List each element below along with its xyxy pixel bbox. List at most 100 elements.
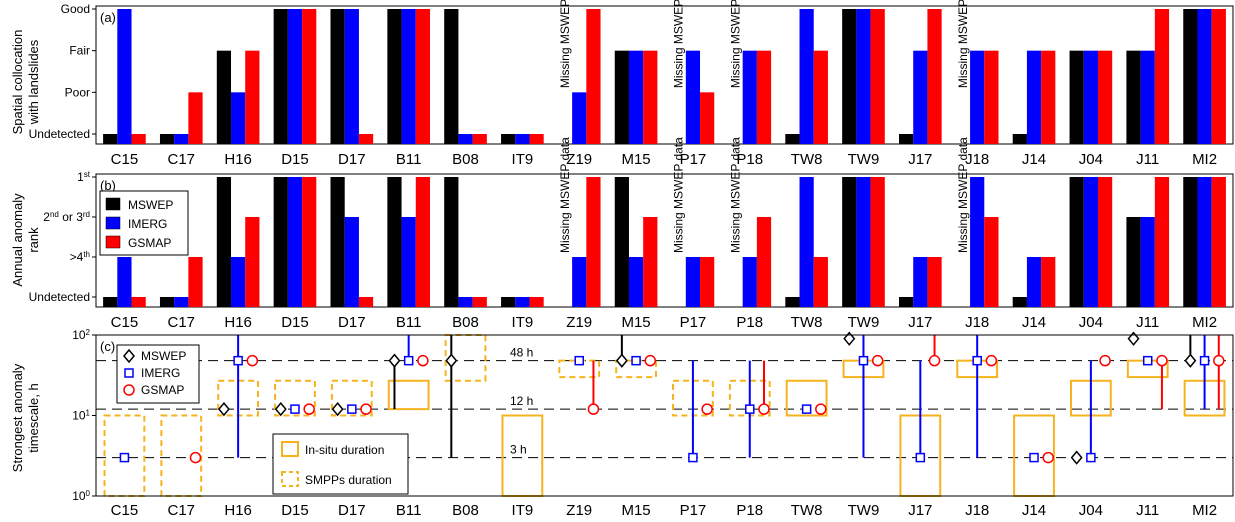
panel-b-bar-gsmap-h16 xyxy=(245,217,260,307)
panel-b-bar-imerg-tw8 xyxy=(799,177,814,307)
panel-b-bar-mswep-d15 xyxy=(273,177,288,307)
panel-b-tag: (b) xyxy=(100,178,116,193)
marker-gsmap-j14 xyxy=(1042,451,1054,464)
panel-b-ytick-3: 1st xyxy=(77,170,91,185)
legend-smpp-label: SMPPs duration xyxy=(305,473,392,487)
panel-c-refline-label-3h: 3 h xyxy=(510,443,527,457)
legend-marker-label-imerg: IMERG xyxy=(141,366,180,380)
panel-a-label-b11: B11 xyxy=(396,151,422,168)
insitu-duration-box-b11 xyxy=(387,379,430,411)
marker-imerg-p18 xyxy=(745,404,755,414)
panel-a-bar-gsmap-c15 xyxy=(131,134,146,144)
panel-c-label-b11: B11 xyxy=(396,502,422,519)
panel-a-bar-imerg-j11 xyxy=(1140,50,1155,144)
panel-b-label-tw9: TW9 xyxy=(848,314,880,331)
panel-b-label-j11: J11 xyxy=(1136,314,1159,331)
panel-b-ylabel-line-1: Annual anomaly xyxy=(10,193,25,287)
panel-c-marker-legend: MSWEP IMERG GSMAP xyxy=(116,344,200,404)
marker-mswep-tw9 xyxy=(843,331,856,346)
marker-gsmap-j18 xyxy=(985,354,998,367)
panel-b-bar-imerg-p18 xyxy=(742,257,757,307)
marker-mswep-j11 xyxy=(1127,331,1140,346)
panel-c-ytick-0: 100 xyxy=(72,489,90,504)
marker-gsmap-z19 xyxy=(587,403,600,415)
panel-c-label-p18: P18 xyxy=(736,502,763,519)
marker-mswep-m15 xyxy=(615,353,628,368)
panel-b-bar-imerg-d17 xyxy=(344,217,359,307)
panel-c-label-b08: B08 xyxy=(452,502,479,519)
panel-a-spatial-collocation: Missing MSWEP data Missing MSWEP data Miss… xyxy=(10,0,1234,168)
panel-a-ytick-good: Good xyxy=(61,2,90,16)
panel-b-bar-imerg-j14 xyxy=(1026,257,1042,307)
panel-a-bar-gsmap-j18 xyxy=(984,50,999,144)
marker-imerg-tw8 xyxy=(801,404,812,414)
panel-c-label-j14: J14 xyxy=(1022,502,1046,519)
panel-b-bar-gsmap-p17 xyxy=(700,257,715,307)
panel-a-missing-note-j18: Missing MSWEP data xyxy=(956,0,970,88)
marker-imerg-j04 xyxy=(1086,452,1096,463)
panel-a-bar-imerg-d15 xyxy=(287,9,303,144)
panel-b-bar-gsmap-c17 xyxy=(188,257,203,307)
superscript: th xyxy=(83,250,90,259)
panel-a-label-it9: IT9 xyxy=(512,151,534,168)
panel-b-bar-gsmap-z19 xyxy=(586,177,601,307)
panel-a-label-p17: P17 xyxy=(680,151,707,168)
tick-base: 10 xyxy=(72,409,86,423)
panel-a-missing-note-z19: Missing MSWEP data xyxy=(558,0,572,88)
panel-a-bar-mswep-b11 xyxy=(387,9,402,144)
panel-c-label-mi2: MI2 xyxy=(1192,502,1217,519)
panel-b-bar-imerg-z19 xyxy=(572,257,587,307)
marker-mswep-mi2 xyxy=(1184,353,1197,368)
legend-circle-marker xyxy=(123,384,135,396)
panel-a-bar-imerg-b11 xyxy=(401,9,416,144)
panel-b-label-b08: B08 xyxy=(452,314,479,331)
panel-b-bar-imerg-c17 xyxy=(174,297,189,307)
panel-b-bar-mswep-j04 xyxy=(1069,177,1084,307)
panel-a-bar-imerg-h16 xyxy=(231,92,246,144)
panel-b-bar-imerg-tw9 xyxy=(856,177,871,307)
panel-b-bar-imerg-b08 xyxy=(458,297,473,307)
marker-mswep-j04 xyxy=(1070,450,1083,465)
panel-b-label-z19: Z19 xyxy=(566,314,592,331)
panel-b-bar-mswep-h16 xyxy=(216,177,232,307)
panel-b-bar-imerg-mi2 xyxy=(1197,177,1212,307)
legend-label-gsmap: GSMAP xyxy=(128,236,171,250)
smpp-duration-box-m15 xyxy=(615,359,657,379)
marker-imerg-j17 xyxy=(915,452,926,463)
marker-gsmap-j17 xyxy=(928,354,941,367)
panel-a-label-mi2: MI2 xyxy=(1192,151,1217,168)
panel-c-box-legend-frame xyxy=(272,433,409,495)
tick-exponent: 0 xyxy=(86,489,91,498)
panel-b-label-j14: J14 xyxy=(1022,314,1046,331)
panel-a-bar-imerg-it9 xyxy=(515,134,530,144)
panel-b-missing-note-p17: Missing MSWEP data xyxy=(672,137,686,253)
panel-b-bar-mswep-b08 xyxy=(444,177,459,307)
panel-a-label-d17: D17 xyxy=(338,151,366,168)
panel-b-bar-mswep-tw9 xyxy=(842,177,857,307)
panel-b-bar-imerg-j17 xyxy=(913,257,928,307)
panel-c-anomaly-timescale: 48 h12 h3 h100101102(c)MSWEPIMERGGSMAPIn… xyxy=(10,328,1234,519)
panel-a-bar-imerg-z19 xyxy=(572,92,587,144)
marker-mswep-d17 xyxy=(331,401,344,417)
panel-a-label-tw8: TW8 xyxy=(791,151,823,168)
panel-a-bar-imerg-j17 xyxy=(913,50,928,144)
panel-a-label-j17: J17 xyxy=(908,151,932,168)
panel-a-bar-gsmap-p18 xyxy=(756,50,772,144)
panel-c-label-j18: J18 xyxy=(965,502,989,519)
panel-b-bar-imerg-c15 xyxy=(117,257,132,307)
marker-imerg-p17 xyxy=(688,452,698,463)
panel-a-label-c15: C15 xyxy=(111,151,139,168)
panel-a-bar-gsmap-tw9 xyxy=(870,9,885,144)
legend-smpp-swatch xyxy=(281,471,299,487)
panel-b-bar-imerg-h16 xyxy=(231,257,246,307)
panel-c-label-j04: J04 xyxy=(1079,502,1103,519)
panel-c-label-p17: P17 xyxy=(680,502,707,519)
marker-imerg-j11 xyxy=(1142,355,1153,366)
panel-a-bar-imerg-b08 xyxy=(458,134,473,144)
panel-b-bar-gsmap-c15 xyxy=(131,297,146,307)
panel-a-bar-gsmap-tw8 xyxy=(813,50,828,144)
panel-a-bar-gsmap-j14 xyxy=(1041,50,1056,144)
panel-a-bar-imerg-j18 xyxy=(970,50,985,144)
marker-gsmap-j11 xyxy=(1156,354,1168,367)
legend-marker-label-gsmap: GSMAP xyxy=(141,383,184,397)
